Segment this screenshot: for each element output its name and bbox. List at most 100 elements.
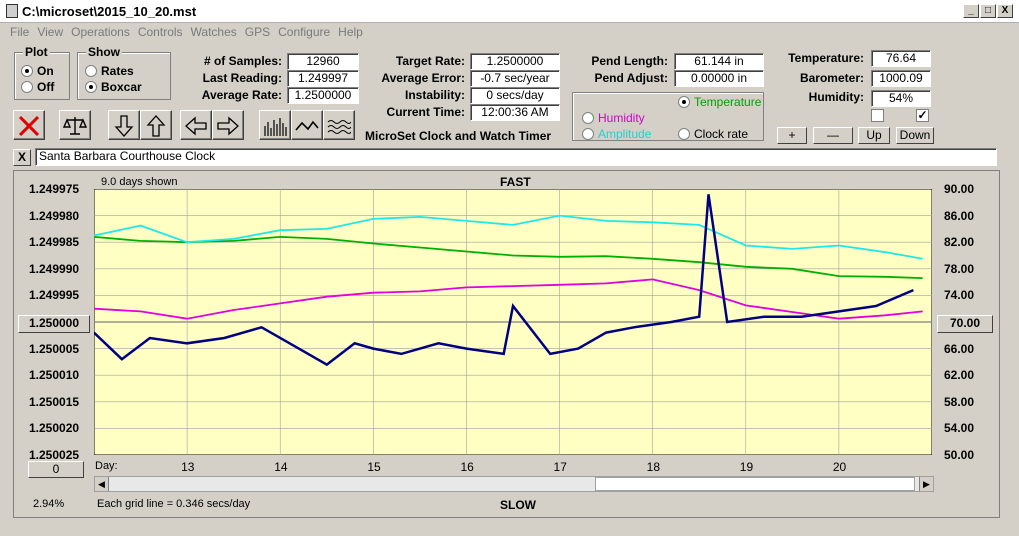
line-view-button[interactable] <box>291 110 323 140</box>
pend-length-field[interactable]: 61.144 in <box>674 53 764 70</box>
clear-data-button[interactable] <box>13 110 45 140</box>
x-tick-label: 15 <box>367 460 381 474</box>
arrow-up-button[interactable] <box>140 110 172 140</box>
arrow-down-button[interactable] <box>108 110 140 140</box>
clock-rate-radio[interactable]: Clock rate <box>678 127 748 141</box>
samples-field: 12960 <box>287 53 359 70</box>
center-right-button[interactable]: 70.00 <box>937 315 993 333</box>
menu-configure[interactable]: Configure <box>278 25 331 39</box>
y-right-tick: 82.00 <box>944 235 975 250</box>
menu-view[interactable]: View <box>37 25 64 39</box>
percent-label: 2.94% <box>33 498 65 510</box>
amplitude-radio[interactable]: Amplitude <box>582 127 651 141</box>
show-boxcar-radio[interactable]: Boxcar <box>85 80 142 94</box>
plot-group-title: Plot <box>23 45 50 59</box>
y-left-tick: 1.250005 <box>29 341 80 356</box>
x-tick-label: 14 <box>274 460 288 474</box>
menu-controls[interactable]: Controls <box>137 25 183 39</box>
x-tick-label: 13 <box>181 460 195 474</box>
x-tick-label: 16 <box>460 460 474 474</box>
arrow-right-button[interactable] <box>212 110 244 140</box>
series-line-humidity <box>94 278 923 320</box>
y-left-tick: 1.249990 <box>29 261 80 276</box>
series-line-temperature <box>94 235 923 279</box>
average-rate-label: Average Rate: <box>201 88 282 102</box>
y-right-tick: 66.00 <box>944 341 975 356</box>
balance-button[interactable] <box>59 110 91 140</box>
current-time-label: Current Time: <box>386 105 465 119</box>
humidity-radio[interactable]: Humidity <box>582 111 645 125</box>
wave-view-button[interactable] <box>323 110 355 140</box>
menu-gps[interactable]: GPS <box>244 25 271 39</box>
scroll-right-icon[interactable]: ▶ <box>919 477 933 491</box>
clear-name-button[interactable]: X <box>13 149 31 166</box>
up-button[interactable]: Up <box>858 127 890 144</box>
plot-on-radio[interactable]: On <box>21 64 54 78</box>
grid-note-label: Each grid line = 0.346 secs/day <box>97 498 251 510</box>
slow-label: SLOW <box>500 498 536 512</box>
minus-button[interactable]: — <box>813 127 853 144</box>
pend-adjust-label: Pend Adjust: <box>594 71 668 85</box>
right-checkbox[interactable]: ✓ <box>916 108 929 122</box>
menu-help[interactable]: Help <box>338 25 363 39</box>
arrow-up-icon <box>146 115 166 137</box>
humidity-label: Humidity: <box>808 90 864 104</box>
center-left-button[interactable]: 1.250000 <box>18 315 90 333</box>
show-group: Show <box>77 45 171 100</box>
day-label: Day: <box>95 460 118 472</box>
x-tick-label: 19 <box>739 460 754 474</box>
plot-off-radio[interactable]: Off <box>21 80 54 94</box>
y-left-tick: 1.250015 <box>29 394 80 409</box>
down-button[interactable]: Down <box>896 127 934 144</box>
plot-area <box>94 189 932 455</box>
average-rate-field: 1.2500000 <box>287 87 359 104</box>
x-tick-label: 17 <box>553 460 567 474</box>
barometer-label: Barometer: <box>799 71 864 85</box>
series-line-amplitude <box>94 214 923 260</box>
minimize-button[interactable]: _ <box>963 4 979 18</box>
temperature-radio[interactable]: Temperature <box>678 95 761 109</box>
scroll-thumb[interactable] <box>595 477 915 491</box>
barometer-field: 1000.09 <box>871 70 931 87</box>
days-shown-label: 9.0 days shown <box>101 176 178 188</box>
y-right-tick: 54.00 <box>944 421 975 436</box>
y-left-tick: 1.249975 <box>29 182 80 196</box>
title-bar: C:\microset\2015_10_20.mst <box>0 0 1019 23</box>
plus-button[interactable]: + <box>777 127 807 144</box>
samples-label: # of Samples: <box>203 54 282 68</box>
left-checkbox[interactable] <box>871 109 884 122</box>
arrow-left-button[interactable] <box>180 110 212 140</box>
y-right-tick: 74.00 <box>944 288 975 303</box>
menu-file[interactable]: File <box>10 25 30 39</box>
app-name-label: MicroSet Clock and Watch Timer <box>365 129 552 143</box>
y-right-tick: 50.00 <box>944 448 975 462</box>
last-reading-field: 1.249997 <box>287 70 359 87</box>
target-rate-field[interactable]: 1.2500000 <box>470 53 560 70</box>
maximize-button[interactable]: □ <box>980 4 996 18</box>
menu-bar: File View Operations Controls Watches GP… <box>0 23 1019 41</box>
y-left-tick: 1.249985 <box>29 235 80 250</box>
plot-group: Plot <box>14 45 70 100</box>
app-icon <box>6 4 18 18</box>
scroll-left-icon[interactable]: ◀ <box>95 477 109 491</box>
fast-label: FAST <box>500 175 531 189</box>
y-right-tick: 62.00 <box>944 368 975 383</box>
temperature-field: 76.64 <box>871 50 931 67</box>
bottom-zero-button[interactable]: 0 <box>28 461 84 478</box>
clock-name-input[interactable]: Santa Barbara Courthouse Clock <box>35 148 997 166</box>
bar-graph-icon <box>264 118 287 136</box>
menu-operations[interactable]: Operations <box>71 25 130 39</box>
window-title: C:\microset\2015_10_20.mst <box>22 3 197 19</box>
bars-view-button[interactable] <box>259 110 291 140</box>
target-rate-label: Target Rate: <box>395 54 465 68</box>
show-group-title: Show <box>86 45 122 59</box>
pend-adjust-field[interactable]: 0.00000 in <box>674 70 764 87</box>
y-left-tick: 1.249995 <box>29 288 80 303</box>
arrow-left-icon <box>185 116 207 136</box>
y-left-tick: 1.250020 <box>29 421 80 436</box>
instability-label: Instability: <box>404 88 465 102</box>
close-button[interactable]: X <box>997 4 1013 18</box>
show-rates-radio[interactable]: Rates <box>85 64 134 78</box>
horizontal-scrollbar[interactable]: ◀ ▶ <box>94 476 934 492</box>
menu-watches[interactable]: Watches <box>190 25 237 39</box>
